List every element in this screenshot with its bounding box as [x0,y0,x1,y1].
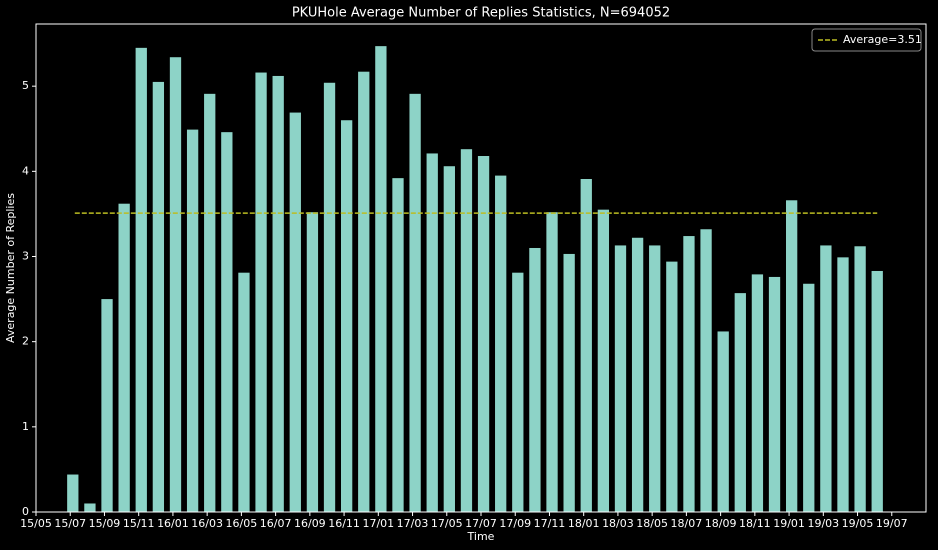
x-tick-label: 15/11 [123,517,155,530]
bar [118,203,130,512]
bar [734,293,746,512]
x-tick-label: 17/07 [465,517,497,530]
x-tick-label: 18/09 [705,517,737,530]
bar [631,237,644,512]
x-tick-label: 16/03 [191,517,223,530]
x-tick-label: 18/05 [636,517,668,530]
bar [563,253,575,513]
x-tick-label: 16/05 [226,517,258,530]
bar [272,75,284,512]
x-tick-label: 16/11 [328,517,360,530]
x-tick-label: 18/11 [739,517,771,530]
bar [751,274,764,512]
x-tick-label: 15/07 [54,517,86,530]
bar [84,503,96,512]
x-tick-label: 16/09 [294,517,326,530]
bar [238,272,250,512]
bar [169,57,182,512]
y-tick-label: 0 [22,505,29,518]
x-tick-label: 15/09 [89,517,121,530]
x-tick-label: 19/03 [807,517,839,530]
bar [785,200,798,512]
y-tick-label: 5 [22,79,29,92]
bar [768,276,781,512]
x-tick-label: 18/07 [671,517,703,530]
bar [700,229,712,512]
bar [101,299,113,512]
x-tick-label: 19/01 [773,517,805,530]
bar [460,149,473,512]
x-tick-label: 16/01 [157,517,189,530]
bar [666,261,678,512]
bar [477,156,490,513]
bar [135,47,147,512]
bar [546,212,558,512]
bar [152,81,165,512]
x-tick-label: 17/03 [397,517,429,530]
bar [255,72,267,513]
bar [683,236,695,513]
x-tick-label: 18/01 [568,517,600,530]
bar [580,179,592,512]
bar [597,209,610,512]
bar [323,82,336,512]
bar [358,71,370,513]
chart-title: PKUHole Average Number of Replies Statis… [292,6,670,21]
bar [67,474,79,512]
bar [392,178,404,512]
bar [426,153,438,512]
bar [340,120,353,512]
bar [837,257,849,512]
x-tick-label: 17/11 [534,517,566,530]
bar [306,212,319,512]
x-tick-label: 17/01 [362,517,394,530]
bar [409,93,421,513]
bar [375,46,387,513]
x-tick-label: 15/05 [20,517,52,530]
bar [289,112,301,513]
y-tick-label: 2 [22,335,29,348]
bar [495,175,507,513]
bar [529,247,541,513]
x-tick-label: 19/05 [842,517,874,530]
bar [649,245,661,512]
bar [512,272,524,512]
bar [871,270,883,512]
y-axis-label: Average Number of Replies [4,193,17,343]
bar [443,166,455,513]
x-tick-label: 17/05 [431,517,463,530]
x-tick-label: 17/09 [499,517,531,530]
y-tick-label: 4 [22,164,29,177]
y-tick-label: 3 [22,250,29,263]
x-tick-label: 18/03 [602,517,634,530]
bar [186,129,199,512]
plot-frame [35,23,927,513]
legend-label: Average=3.51 [843,33,922,46]
x-tick-label: 16/07 [260,517,292,530]
bar [717,331,729,512]
bar [221,132,233,512]
bar [204,93,216,513]
bar [803,283,815,512]
legend-box [811,28,922,52]
bar [614,245,627,512]
bar [854,246,866,513]
x-tick-label: 19/07 [876,517,908,530]
x-axis-label: Time [467,530,495,543]
y-tick-label: 1 [22,420,29,433]
bar [820,245,832,512]
